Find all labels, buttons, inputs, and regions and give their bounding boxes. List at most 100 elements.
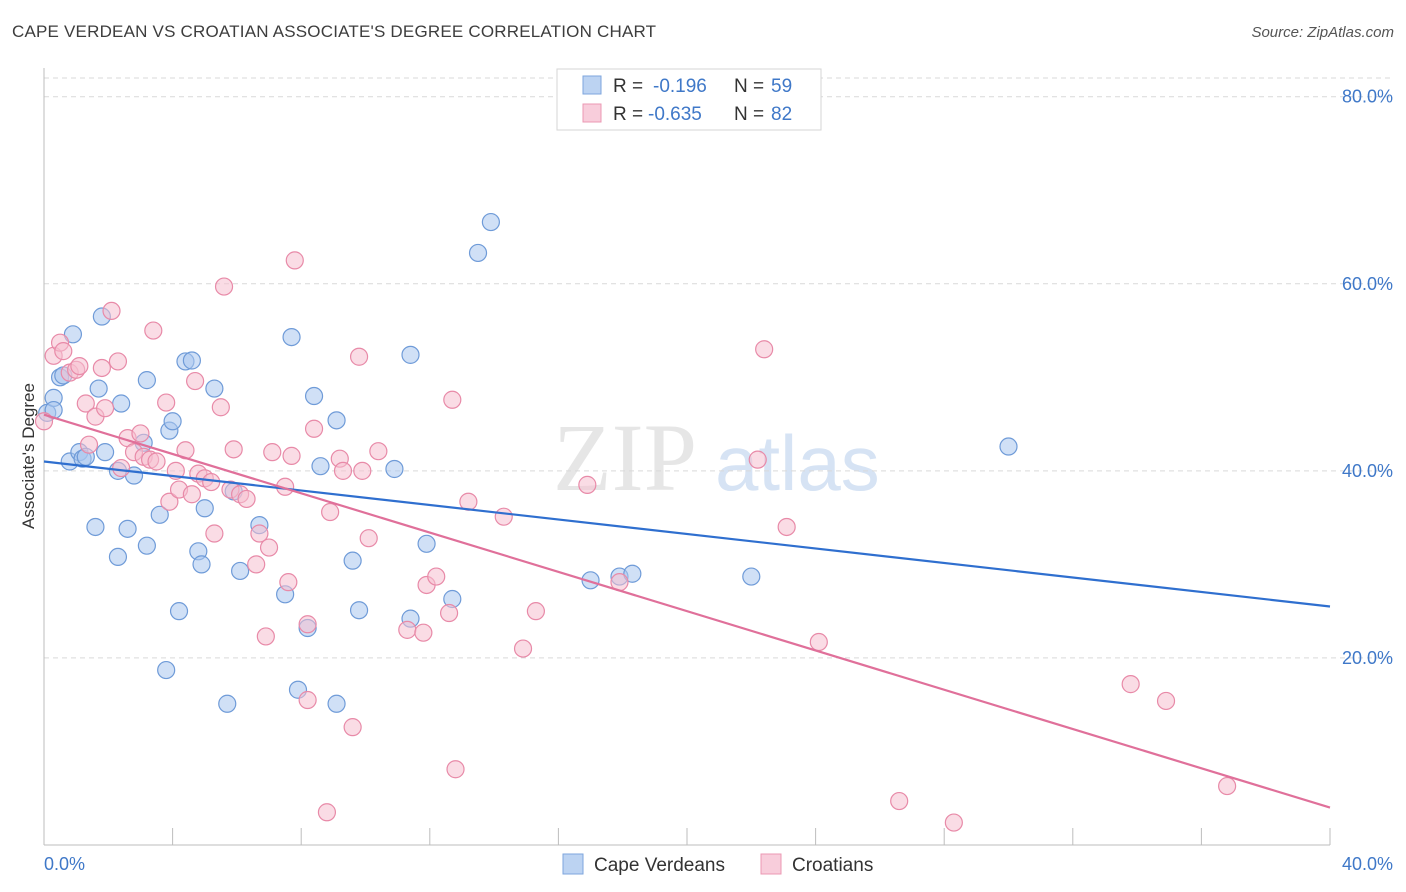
cape-verdean-point bbox=[137, 371, 156, 390]
croatian-point bbox=[102, 301, 121, 321]
cape-verdean-point bbox=[95, 443, 115, 462]
croatian-point bbox=[237, 489, 256, 509]
cape-verdean-point bbox=[169, 602, 189, 621]
tick-labels: 20.0% 40.0% 60.0% 80.0% 0.0% 40.0% bbox=[44, 87, 1393, 874]
croatian-point bbox=[279, 573, 298, 592]
croatian-point bbox=[777, 517, 796, 537]
series-legend: Cape Verdeans Croatians bbox=[562, 853, 873, 876]
croatian-point bbox=[79, 435, 99, 454]
croatian-point bbox=[333, 461, 353, 480]
croatian-point bbox=[427, 567, 446, 586]
cape-verdean-point bbox=[327, 694, 346, 713]
croatian-point bbox=[112, 458, 131, 478]
croatian-point bbox=[285, 251, 304, 270]
croatian-point bbox=[92, 358, 111, 378]
bottom-legend-label-blue: Cape Verdeans bbox=[594, 855, 725, 876]
croatian-point bbox=[513, 639, 533, 658]
croatian-point bbox=[247, 555, 266, 574]
cape-verdeans-trend-line bbox=[43, 460, 1331, 608]
croatian-point bbox=[157, 393, 176, 412]
y-tick-label: 80.0% bbox=[1342, 87, 1393, 107]
chart-title: CAPE VERDEAN VS CROATIAN ASSOCIATE'S DEG… bbox=[12, 22, 657, 41]
x-tick-label: 0.0% bbox=[44, 854, 85, 874]
croatian-point bbox=[494, 507, 513, 526]
croatian-point bbox=[349, 347, 369, 366]
croatian-point bbox=[298, 615, 317, 634]
croatian-point bbox=[443, 390, 462, 409]
croatian-point bbox=[182, 485, 201, 504]
croatian-point bbox=[414, 623, 433, 642]
cape-verdean-point bbox=[63, 325, 83, 344]
trend-lines bbox=[43, 413, 1331, 809]
croatians-points bbox=[34, 251, 1237, 832]
cape-verdean-point bbox=[282, 327, 301, 347]
croatian-point bbox=[250, 524, 269, 543]
cape-verdean-point bbox=[999, 437, 1018, 456]
y-axis-label: Associate's Degree bbox=[19, 383, 38, 529]
croatian-point bbox=[263, 443, 282, 462]
croatian-point bbox=[343, 718, 362, 737]
croatian-point bbox=[304, 419, 324, 438]
croatian-point bbox=[76, 394, 95, 413]
croatian-point bbox=[160, 492, 179, 511]
cape-verdean-point bbox=[581, 571, 600, 590]
croatian-point bbox=[108, 352, 128, 371]
cape-verdean-point bbox=[86, 517, 105, 537]
croatian-point bbox=[256, 627, 275, 646]
croatian-point bbox=[809, 632, 828, 652]
croatian-point bbox=[1156, 691, 1176, 711]
croatian-point bbox=[748, 450, 767, 469]
croatian-point bbox=[205, 524, 224, 543]
watermark-atlas: atlas bbox=[715, 419, 880, 507]
legend-n-label-2: N = bbox=[734, 104, 764, 125]
cape-verdean-point bbox=[137, 536, 156, 555]
croatian-point bbox=[369, 442, 388, 461]
croatian-point bbox=[214, 277, 234, 296]
legend-n-value-2: 82 bbox=[771, 104, 792, 125]
bottom-legend-swatch-blue bbox=[562, 853, 584, 875]
cape-verdean-point bbox=[349, 601, 369, 620]
croatian-point bbox=[186, 371, 205, 391]
croatian-point bbox=[131, 424, 150, 443]
chart-source: Source: ZipAtlas.com bbox=[1251, 24, 1394, 41]
cape-verdean-point bbox=[89, 379, 108, 398]
y-tick-label: 40.0% bbox=[1342, 461, 1393, 481]
bottom-legend-label-pink: Croatians bbox=[792, 855, 873, 876]
croatian-point bbox=[317, 803, 337, 822]
cape-verdean-point bbox=[468, 243, 488, 263]
croatian-point bbox=[439, 603, 459, 623]
croatian-point bbox=[446, 760, 465, 779]
cape-verdean-point bbox=[385, 459, 404, 479]
legend-swatch-pink bbox=[582, 103, 602, 123]
legend-n-label-1: N = bbox=[734, 76, 764, 97]
cape-verdean-point bbox=[311, 457, 330, 476]
cape-verdean-point bbox=[481, 212, 500, 232]
cape-verdean-point bbox=[742, 567, 761, 586]
croatian-point bbox=[944, 813, 963, 832]
croatians-trend-line bbox=[43, 413, 1331, 809]
y-tick-label: 60.0% bbox=[1342, 274, 1393, 294]
croatian-point bbox=[359, 529, 378, 548]
cape-verdean-point bbox=[401, 345, 420, 364]
croatian-point bbox=[211, 398, 230, 417]
legend-r-label-1: R = bbox=[613, 76, 643, 97]
croatian-point bbox=[54, 342, 73, 361]
cape-verdean-point bbox=[108, 547, 128, 567]
croatian-point bbox=[144, 321, 163, 340]
cape-verdean-point bbox=[118, 519, 137, 538]
croatian-point bbox=[890, 791, 909, 811]
croatian-point bbox=[70, 356, 89, 376]
cape-verdean-point bbox=[195, 499, 214, 518]
croatian-point bbox=[755, 340, 774, 359]
croatian-point bbox=[147, 452, 166, 471]
cape-verdean-point bbox=[343, 551, 362, 570]
legend-r-value-2: -0.635 bbox=[648, 104, 702, 125]
cape-verdean-point bbox=[182, 351, 201, 370]
cape-verdean-point bbox=[192, 555, 211, 574]
croatian-point bbox=[321, 502, 340, 522]
x-tick-label: 40.0% bbox=[1342, 854, 1393, 874]
cape-verdean-point bbox=[150, 505, 169, 524]
legend-r-value-1: -0.196 bbox=[653, 76, 707, 97]
legend-n-value-1: 59 bbox=[771, 76, 792, 97]
